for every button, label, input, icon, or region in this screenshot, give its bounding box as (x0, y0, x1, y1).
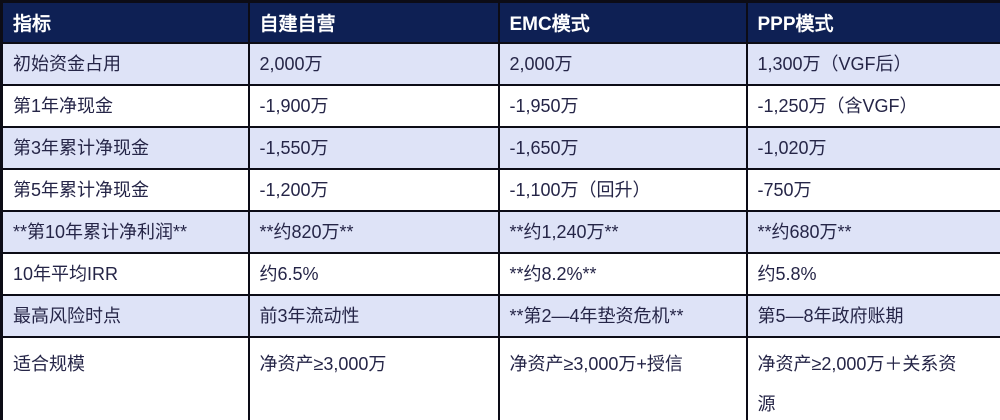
table-row: 第1年净现金 -1,900万 -1,950万 -1,250万（含VGF） (0, 84, 1000, 128)
cell-value: -1,200万 (247, 168, 500, 212)
cell-value: -1,950万 (497, 84, 748, 128)
table-row: 10年平均IRR 约6.5% **约8.2%** 约5.8% (0, 252, 1000, 296)
cell-value: **约680万** (745, 210, 1000, 254)
row-label: 第3年累计净现金 (0, 126, 250, 170)
cell-value: 2,000万 (497, 42, 748, 86)
row-label: 10年平均IRR (0, 252, 250, 296)
column-header-self-build: 自建自营 (247, 0, 500, 44)
cell-value: **约820万** (247, 210, 500, 254)
cell-value: -1,900万 (247, 84, 500, 128)
cell-value: **第2—4年垫资危机** (497, 294, 748, 338)
row-label: 适合规模 (0, 336, 250, 420)
cell-value: 净资产≥3,000万+授信 (497, 336, 748, 420)
cell-value: 2,000万 (247, 42, 500, 86)
column-header-indicator: 指标 (0, 0, 250, 44)
cell-value: 第5—8年政府账期 (745, 294, 1000, 338)
row-label: 初始资金占用 (0, 42, 250, 86)
row-label: **第10年累计净利润** (0, 210, 250, 254)
cell-value: 约5.8% (745, 252, 1000, 296)
header-row: 指标 自建自营 EMC模式 PPP模式 (0, 0, 1000, 44)
cell-value: 净资产≥3,000万 (247, 336, 500, 420)
cell-value: -1,650万 (497, 126, 748, 170)
table-row: 初始资金占用 2,000万 2,000万 1,300万（VGF后） (0, 42, 1000, 86)
table-row: 第5年累计净现金 -1,200万 -1,100万（回升） -750万 (0, 168, 1000, 212)
cell-value: 1,300万（VGF后） (745, 42, 1000, 86)
cell-value: -1,020万 (745, 126, 1000, 170)
column-header-emc: EMC模式 (497, 0, 748, 44)
table-row: 最高风险时点 前3年流动性 **第2—4年垫资危机** 第5—8年政府账期 (0, 294, 1000, 338)
cell-value: -1,100万（回升） (497, 168, 748, 212)
row-label: 最高风险时点 (0, 294, 250, 338)
row-label: 第5年累计净现金 (0, 168, 250, 212)
cell-value: -750万 (745, 168, 1000, 212)
row-label: 第1年净现金 (0, 84, 250, 128)
column-header-ppp: PPP模式 (745, 0, 1000, 44)
table-row: 适合规模 净资产≥3,000万 净资产≥3,000万+授信 净资产≥2,000万… (0, 336, 1000, 420)
cell-value: **约8.2%** (497, 252, 748, 296)
cell-value: -1,550万 (247, 126, 500, 170)
cell-value: -1,250万（含VGF） (745, 84, 1000, 128)
cell-value: 前3年流动性 (247, 294, 500, 338)
cell-value: 约6.5% (247, 252, 500, 296)
table-row: 第3年累计净现金 -1,550万 -1,650万 -1,020万 (0, 126, 1000, 170)
cell-value: 净资产≥2,000万＋关系资源 (745, 336, 1000, 420)
cell-value: **约1,240万** (497, 210, 748, 254)
table-row: **第10年累计净利润** **约820万** **约1,240万** **约6… (0, 210, 1000, 254)
